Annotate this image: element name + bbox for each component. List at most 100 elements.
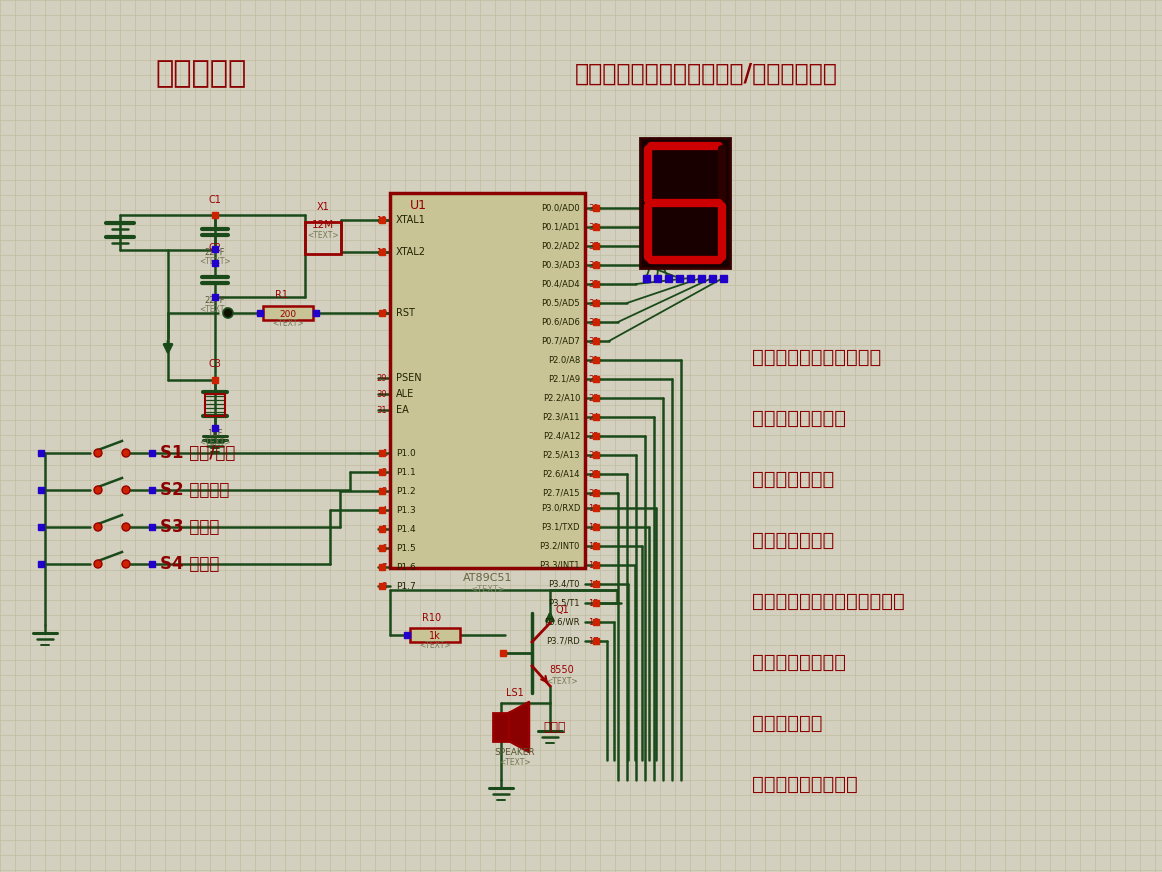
Text: 29: 29	[376, 373, 387, 383]
Text: P0.3/AD3: P0.3/AD3	[541, 261, 580, 269]
Text: 19: 19	[376, 215, 387, 224]
Text: 22PF: 22PF	[205, 296, 225, 305]
Bar	[593, 281, 598, 287]
Text: R10: R10	[423, 613, 442, 623]
Text: P2.3/A11: P2.3/A11	[543, 412, 580, 421]
Bar	[640, 138, 730, 268]
Text: 第三首：发如雪: 第三首：发如雪	[752, 469, 834, 488]
Text: 1uF: 1uF	[207, 429, 223, 438]
Text: P1.2: P1.2	[396, 487, 416, 495]
Text: 27: 27	[588, 469, 598, 479]
Text: <TEXT>: <TEXT>	[272, 319, 303, 328]
Text: P1.5: P1.5	[396, 543, 416, 553]
Text: C3: C3	[208, 359, 222, 369]
Text: 1: 1	[382, 448, 387, 458]
Text: P3.6/WR: P3.6/WR	[545, 617, 580, 626]
Circle shape	[223, 308, 234, 318]
Text: <TEXT>: <TEXT>	[199, 257, 231, 266]
Bar	[38, 561, 44, 567]
Bar	[593, 471, 598, 477]
Text: 11: 11	[588, 522, 598, 532]
Bar	[593, 357, 598, 363]
Text: 9: 9	[382, 309, 387, 317]
Bar	[379, 450, 385, 456]
Text: 22PF: 22PF	[205, 248, 225, 257]
Bar	[593, 524, 598, 530]
Bar	[675, 275, 682, 282]
Bar	[593, 581, 598, 587]
Text: P3.5/T1: P3.5/T1	[548, 598, 580, 608]
Text: LS1: LS1	[507, 688, 524, 698]
Bar	[643, 275, 650, 282]
Text: 第六首：乡间小路: 第六首：乡间小路	[752, 652, 846, 671]
Bar	[379, 526, 385, 532]
Text: 16: 16	[588, 617, 598, 626]
Text: 第五首：当你孤单你会想起谁: 第五首：当你孤单你会想起谁	[752, 591, 905, 610]
Circle shape	[122, 560, 130, 568]
Text: RST: RST	[396, 308, 415, 318]
Text: U1: U1	[410, 199, 426, 212]
Bar	[653, 275, 660, 282]
Text: 35: 35	[588, 280, 598, 289]
Text: <TEXT>: <TEXT>	[419, 641, 451, 650]
Text: 24: 24	[588, 412, 598, 421]
Text: 34: 34	[588, 298, 598, 308]
Text: 1k: 1k	[429, 631, 440, 641]
Text: 第二首：烟花易冷: 第二首：烟花易冷	[752, 408, 846, 427]
Bar	[593, 300, 598, 306]
Bar	[379, 488, 385, 494]
Text: 17: 17	[588, 637, 598, 645]
Text: P0.5/AD5: P0.5/AD5	[541, 298, 580, 308]
Text: 12M: 12M	[311, 220, 333, 230]
Text: 2: 2	[382, 467, 387, 476]
Text: 22: 22	[588, 374, 598, 384]
Text: 8550: 8550	[550, 665, 574, 675]
Text: <TEXT>: <TEXT>	[471, 585, 505, 594]
Bar	[410, 628, 460, 642]
Text: P1.4: P1.4	[396, 524, 416, 534]
Text: 28: 28	[588, 488, 598, 498]
Bar	[313, 310, 320, 316]
Text: PSEN: PSEN	[396, 373, 422, 383]
Text: Q1: Q1	[555, 605, 569, 615]
Bar	[379, 310, 385, 316]
Circle shape	[122, 486, 130, 494]
Text: 淘宝店铺：顺通电子工作室/启航电子设计: 淘宝店铺：顺通电子工作室/启航电子设计	[575, 62, 838, 86]
Text: 第八首：最浪漫的事: 第八首：最浪漫的事	[752, 774, 858, 794]
Bar	[593, 543, 598, 549]
Bar	[304, 222, 340, 254]
Text: 3: 3	[381, 487, 387, 495]
Text: <TEXT>: <TEXT>	[307, 231, 339, 240]
Bar	[593, 243, 598, 249]
Text: <TEXT>: <TEXT>	[199, 438, 231, 447]
Text: 26: 26	[588, 451, 598, 460]
Text: R1: R1	[274, 290, 287, 300]
Text: 37: 37	[588, 242, 598, 250]
Bar	[593, 433, 598, 439]
Bar	[211, 425, 218, 431]
Text: 音乐盒设计: 音乐盒设计	[155, 59, 246, 88]
Bar	[593, 414, 598, 420]
Bar	[379, 583, 385, 589]
Bar	[379, 564, 385, 570]
Bar	[593, 262, 598, 268]
Text: P2.6/A14: P2.6/A14	[543, 469, 580, 479]
Text: P0.2/AD2: P0.2/AD2	[541, 242, 580, 250]
Bar	[493, 713, 509, 741]
Text: P0.0/AD0: P0.0/AD0	[541, 203, 580, 213]
Text: 8: 8	[381, 582, 387, 590]
Text: 5: 5	[382, 524, 387, 534]
Text: 36: 36	[588, 261, 598, 269]
Bar	[149, 561, 155, 567]
Circle shape	[94, 560, 102, 568]
Bar	[697, 275, 704, 282]
Text: 第七首：送别: 第七首：送别	[752, 713, 823, 732]
Bar	[379, 469, 385, 475]
Bar	[593, 395, 598, 401]
Bar	[38, 524, 44, 530]
Bar	[211, 212, 218, 218]
Circle shape	[122, 523, 130, 531]
Text: 10: 10	[588, 503, 598, 513]
Text: 23: 23	[588, 393, 598, 403]
Bar	[149, 450, 155, 456]
